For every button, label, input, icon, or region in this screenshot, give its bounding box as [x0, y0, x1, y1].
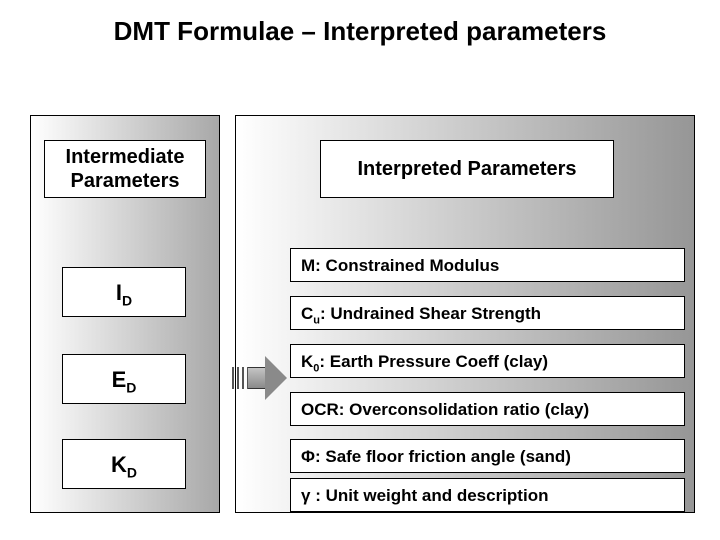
output-label: : Overconsolidation ratio (clay) — [339, 400, 589, 419]
output-label: : Unit weight and description — [315, 486, 548, 505]
intermediate-box-ed: ED — [62, 354, 186, 404]
output-symbol: γ — [301, 486, 315, 505]
output-label: : Undrained Shear Strength — [320, 304, 541, 323]
param-subscript: D — [126, 379, 136, 395]
output-symbol: K — [301, 352, 313, 371]
output-symbol: OCR — [301, 400, 339, 419]
output-symbol: C — [301, 304, 313, 323]
page-title: DMT Formulae – Interpreted parameters — [0, 16, 720, 47]
output-box-phi: Φ: Safe floor friction angle (sand) — [290, 439, 685, 473]
output-symbol: Φ — [301, 447, 315, 466]
output-label: : Constrained Modulus — [315, 256, 499, 275]
output-box-ocr: OCR: Overconsolidation ratio (clay) — [290, 392, 685, 426]
output-label: : Safe floor friction angle (sand) — [315, 447, 571, 466]
arrow-icon — [232, 356, 287, 400]
intermediate-box-kd: KD — [62, 439, 186, 489]
output-symbol: M — [301, 256, 315, 275]
param-subscript: D — [127, 464, 137, 480]
output-box-cu: Cu: Undrained Shear Strength — [290, 296, 685, 330]
output-label: : Earth Pressure Coeff (clay) — [319, 352, 548, 371]
param-subscript: D — [122, 292, 132, 308]
intermediate-header: Intermediate Parameters — [44, 140, 206, 198]
output-box-m: M: Constrained Modulus — [290, 248, 685, 282]
output-box-k0: K0: Earth Pressure Coeff (clay) — [290, 344, 685, 378]
interpreted-header: Interpreted Parameters — [320, 140, 614, 198]
intermediate-box-id: ID — [62, 267, 186, 317]
param-symbol: E — [112, 367, 127, 392]
output-subscript: u — [313, 314, 320, 326]
output-box-gamma: γ : Unit weight and description — [290, 478, 685, 512]
param-symbol: K — [111, 452, 127, 477]
